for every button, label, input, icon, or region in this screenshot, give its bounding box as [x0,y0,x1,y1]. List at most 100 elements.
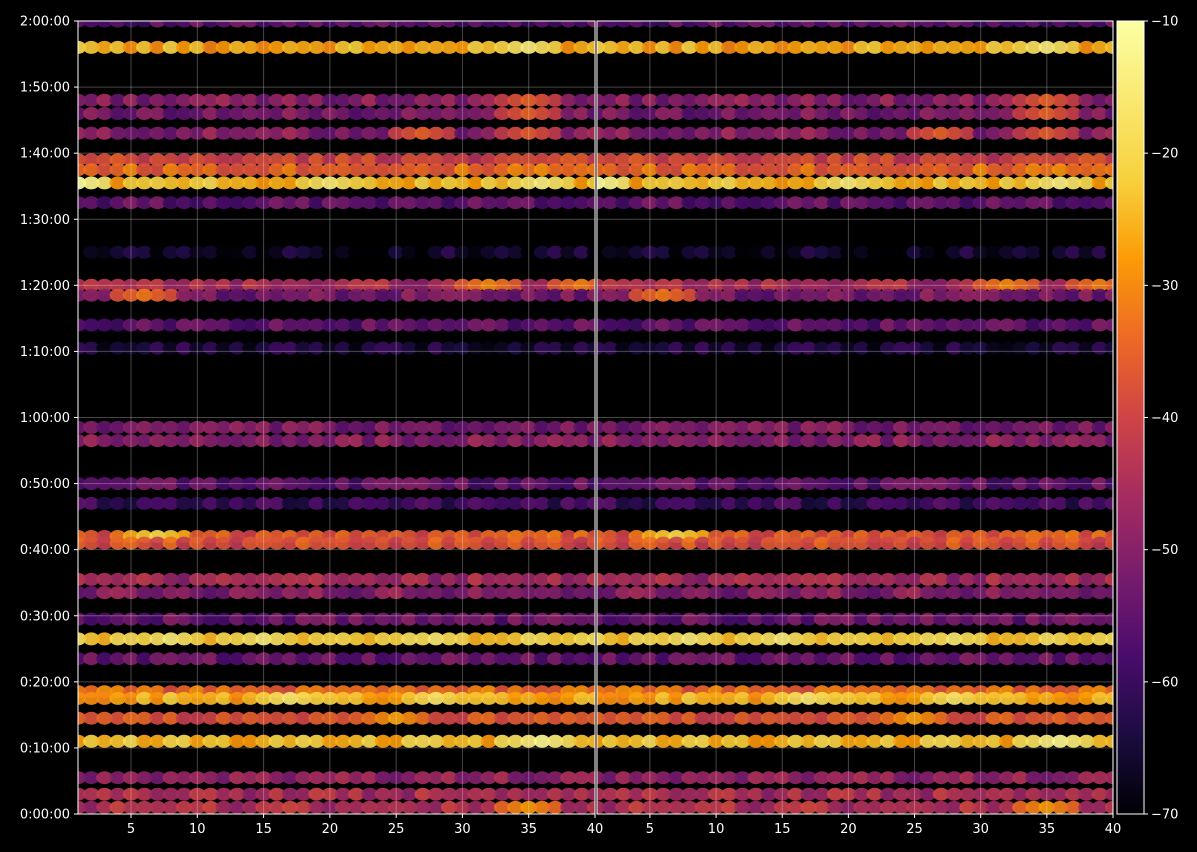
heatmap-cell [866,40,883,54]
heatmap-cell [1091,420,1109,434]
heatmap-cell [946,787,963,801]
heatmap-cell [281,318,299,332]
heatmap-cell [1065,612,1082,626]
heatmap-cell [734,496,751,510]
heatmap-cell [507,40,524,54]
heatmap-cell [586,196,595,210]
heatmap-cell [800,632,817,646]
heatmap-cell [388,586,405,600]
heatmap-cell [879,787,897,801]
heatmap-cell [202,632,219,646]
heatmap-cell [215,288,232,302]
heatmap-cell [202,572,219,586]
heatmap-cell [707,691,725,705]
heatmap-cell [734,163,751,177]
heatmap-cell [959,93,976,107]
heatmap-cell [507,126,524,140]
heatmap-cell [467,632,484,646]
heatmap-cell [427,126,445,140]
heatmap-cell [774,691,791,705]
heatmap-cell [83,632,100,646]
heatmap-cell [547,652,564,666]
heatmap-cell [760,318,778,332]
heatmap-cell [401,586,418,600]
heatmap-cell [560,477,577,491]
heatmap-cell [281,586,299,600]
heatmap-cell [734,787,751,801]
heatmap-cell [560,612,577,626]
heatmap-cell [1078,434,1095,448]
heatmap-cell [959,341,976,355]
heatmap-cell [83,288,100,302]
heatmap-cell [1025,153,1042,167]
heatmap-cell [628,771,645,785]
heatmap-cell [295,787,312,801]
heatmap-cell [1025,196,1042,210]
heatmap-cell [494,477,511,491]
heatmap-cell [1091,536,1109,550]
heatmap-cell [999,278,1016,292]
heatmap-cell [1025,288,1042,302]
heatmap-cell [480,153,498,167]
heatmap-cell [866,107,883,120]
heatmap-cell [454,176,471,190]
heatmap-cell [441,245,458,259]
heatmap-cell [547,434,564,448]
heatmap-cell [361,800,378,814]
heatmap-cell [602,771,619,785]
heatmap-cell [1051,771,1069,785]
heatmap-cell [281,632,299,646]
heatmap-cell [334,434,352,448]
heatmap-cell [655,341,672,355]
heatmap-cell [1012,800,1029,814]
heatmap-cell [919,107,936,120]
heatmap-cell [787,107,804,120]
heatmap-cell [78,318,87,332]
heatmap-cell [547,771,564,785]
heatmap-cell [162,652,179,666]
heatmap-cell [189,318,206,332]
heatmap-cell [441,536,458,550]
heatmap-cell [760,477,778,491]
heatmap-cell [268,787,285,801]
heatmap-cell [122,93,140,107]
heatmap-cell [560,288,577,302]
heatmap-cell [721,341,738,355]
heatmap-cell [879,153,897,167]
heatmap-cell [721,586,738,600]
heatmap-cell [175,434,193,448]
heatmap-cell [760,496,778,510]
heatmap-cell [189,477,206,491]
heatmap-cell [480,341,498,355]
heatmap-cell [533,93,551,107]
heatmap-cell [813,196,831,210]
heatmap-cell [202,107,219,120]
heatmap-cell [800,652,817,666]
heatmap-cell [721,652,738,666]
heatmap-cell [800,341,817,355]
heatmap-cell [162,318,179,332]
heatmap-cell [1104,93,1113,107]
heatmap-cell [467,288,484,302]
heatmap-cell [507,176,524,190]
heatmap-cell [615,107,632,120]
heatmap-cell [985,163,1003,177]
heatmap-cell [747,163,764,177]
heatmap-cell [641,477,659,491]
heatmap-cell [1038,341,1056,355]
heatmap-cell [1078,787,1095,801]
heatmap-cell [800,612,817,626]
heatmap-cell [800,21,817,28]
heatmap-cell [467,612,484,626]
heatmap-cell [321,245,339,259]
heatmap-cell [721,153,738,167]
heatmap-cell [586,245,595,259]
heatmap-cell [96,652,113,666]
heatmap-cell [374,787,392,801]
heatmap-cell [655,126,672,140]
heatmap-cell [83,196,100,210]
heatmap-cell [242,496,259,510]
heatmap-cell [202,40,219,54]
heatmap-cell [162,40,179,54]
heatmap-cell [1078,536,1095,550]
